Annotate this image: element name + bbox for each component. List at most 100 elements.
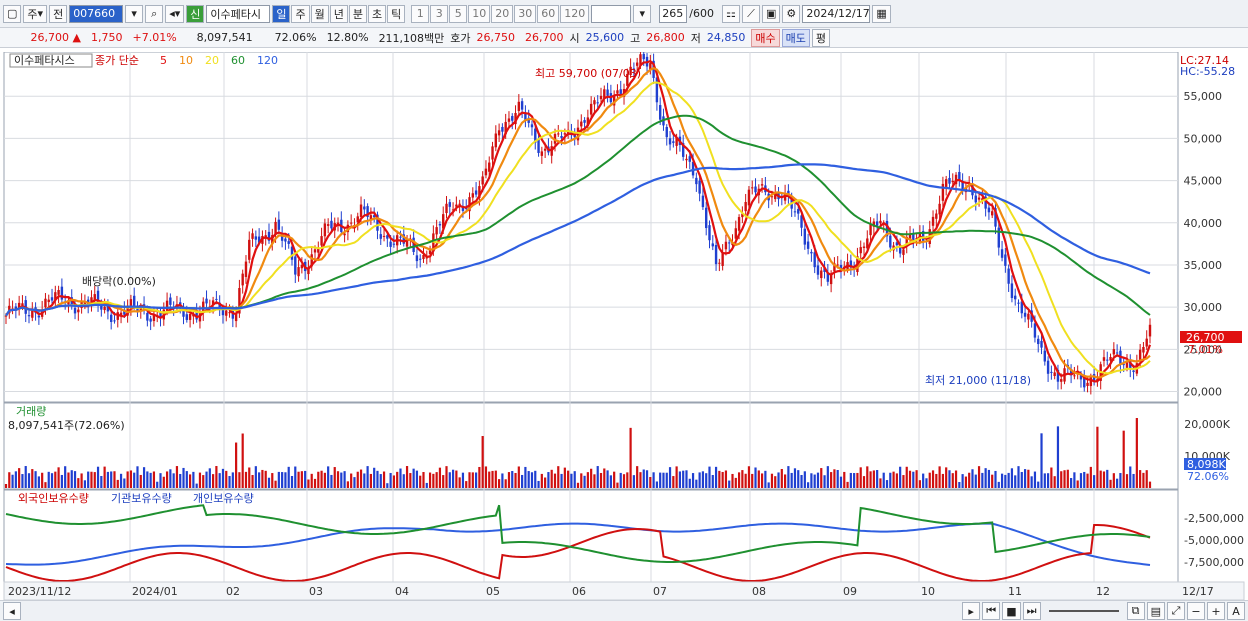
speaker-icon[interactable]: ◂▾: [165, 4, 185, 23]
sell-button[interactable]: 매도: [781, 28, 810, 47]
candle-body: [889, 235, 892, 248]
volume-bar: [27, 473, 31, 488]
volume-bar: [1116, 478, 1119, 488]
scroll-right-icon[interactable]: ▸: [962, 602, 981, 620]
text-icon[interactable]: A: [1227, 602, 1245, 620]
zoom-slider[interactable]: [1048, 610, 1119, 612]
last-icon[interactable]: ⏭: [1022, 602, 1041, 620]
stock-name-field: 이수페타시: [206, 4, 271, 23]
volume-bar: [100, 475, 103, 488]
eval-button[interactable]: 평: [811, 28, 831, 47]
interval-button-1[interactable]: 3: [430, 4, 449, 23]
window-icon[interactable]: ▢: [3, 4, 22, 23]
vol-ratio: 72.06%: [274, 31, 317, 44]
volume-bar: [645, 470, 649, 488]
chart-area[interactable]: 55,000 50,000 45,000 40,000 35,000 30,000 25,0…: [0, 52, 1248, 602]
period-button-5[interactable]: 초: [367, 4, 387, 23]
fit-icon[interactable]: ⤢: [1167, 602, 1185, 620]
count-input[interactable]: 265: [659, 4, 688, 23]
volume-bar: [784, 474, 787, 488]
candle-body: [382, 235, 386, 237]
code-input[interactable]: 007660: [69, 4, 124, 23]
volume-bar: [951, 473, 954, 488]
interval-button-7[interactable]: 120: [560, 4, 590, 23]
interval-button-4[interactable]: 20: [491, 4, 514, 23]
volume-bar: [879, 478, 882, 488]
x-tick-label: 10: [921, 585, 935, 598]
candle-body: [823, 267, 826, 272]
volume-bar: [797, 470, 800, 488]
candle-body: [668, 138, 672, 145]
calendar-icon[interactable]: ▦: [872, 4, 891, 23]
candle-body: [537, 139, 540, 153]
volume-bar: [346, 481, 349, 488]
candle-body: [836, 264, 839, 266]
first-icon[interactable]: ⏮: [982, 602, 1001, 620]
volume-bar: [1102, 471, 1106, 488]
period-unit-select[interactable]: 주 ▾: [23, 4, 48, 23]
zoom-in-icon[interactable]: +: [1207, 602, 1225, 620]
volume-bar: [396, 471, 399, 488]
candle-body: [438, 224, 442, 226]
save-icon[interactable]: ▣: [761, 4, 781, 23]
interval-button-3[interactable]: 10: [468, 4, 491, 23]
candle-body: [1122, 364, 1125, 366]
interval-button-0[interactable]: 1: [411, 4, 430, 23]
candle-body: [737, 217, 741, 231]
date-input[interactable]: 2024/12/17: [802, 4, 871, 23]
volume-bar: [576, 482, 580, 488]
period-button-4[interactable]: 분: [348, 4, 367, 23]
prev-button[interactable]: 전: [49, 4, 68, 23]
interval-button-2[interactable]: 5: [449, 4, 468, 23]
chart-labels: 55,000 50,000 45,000 40,000 35,000 30,000 25,0…: [8, 53, 1244, 569]
holding-y-label: -7,500,000: [1184, 556, 1244, 569]
candle-body: [202, 301, 205, 313]
gear-icon[interactable]: ⚙: [782, 4, 801, 23]
x-tick-label: 11: [1008, 585, 1022, 598]
period-button-3[interactable]: 년: [329, 4, 348, 23]
volume-bar: [366, 466, 369, 488]
period-button-1[interactable]: 주: [291, 4, 310, 23]
search-icon[interactable]: ⌕: [145, 4, 164, 23]
candle-body: [576, 127, 580, 141]
period-button-6[interactable]: 틱: [387, 4, 406, 23]
compare-icon[interactable]: ⧉: [1126, 602, 1145, 620]
candle-body: [606, 89, 609, 96]
blank-select[interactable]: [591, 4, 632, 23]
volume-bar: [415, 470, 419, 488]
candle-body: [225, 310, 228, 316]
volume-bar: [1129, 466, 1132, 488]
candle-body: [902, 249, 905, 255]
volume-bar: [665, 472, 668, 488]
candle-body: [182, 308, 185, 317]
candle-body: [974, 195, 977, 203]
candle-body: [310, 254, 313, 267]
candle-body: [941, 183, 945, 201]
zoom-out-icon[interactable]: −: [1187, 602, 1205, 620]
period-button-2[interactable]: 월: [310, 4, 329, 23]
volume-bar: [632, 475, 635, 488]
stop-icon[interactable]: ■: [1002, 602, 1021, 620]
period-button-0[interactable]: 일: [272, 4, 291, 23]
ma20-line: [5, 81, 1151, 375]
blank-dropdown-icon[interactable]: ▾: [633, 4, 652, 23]
candle-body: [1125, 362, 1129, 368]
volume-bar: [1076, 480, 1079, 488]
candle-body: [77, 309, 80, 313]
volume-bar: [823, 475, 826, 488]
code-dropdown-icon[interactable]: ▾: [125, 4, 144, 23]
candle-body: [1083, 378, 1086, 388]
interval-button-5[interactable]: 30: [514, 4, 537, 23]
candle-body: [708, 225, 711, 241]
scroll-left-icon[interactable]: ◂: [3, 602, 21, 620]
candle-body: [136, 308, 139, 311]
buy-button[interactable]: 매수: [751, 28, 780, 47]
chart-type-icon[interactable]: ⚏: [721, 4, 740, 23]
candle-body: [797, 209, 800, 214]
draw-icon[interactable]: ⟋: [741, 4, 760, 23]
candle-body: [958, 171, 961, 181]
candle-body: [586, 117, 590, 127]
layout-icon[interactable]: ▤: [1146, 602, 1165, 620]
shin-badge[interactable]: 신: [186, 4, 205, 23]
interval-button-6[interactable]: 60: [537, 4, 560, 23]
